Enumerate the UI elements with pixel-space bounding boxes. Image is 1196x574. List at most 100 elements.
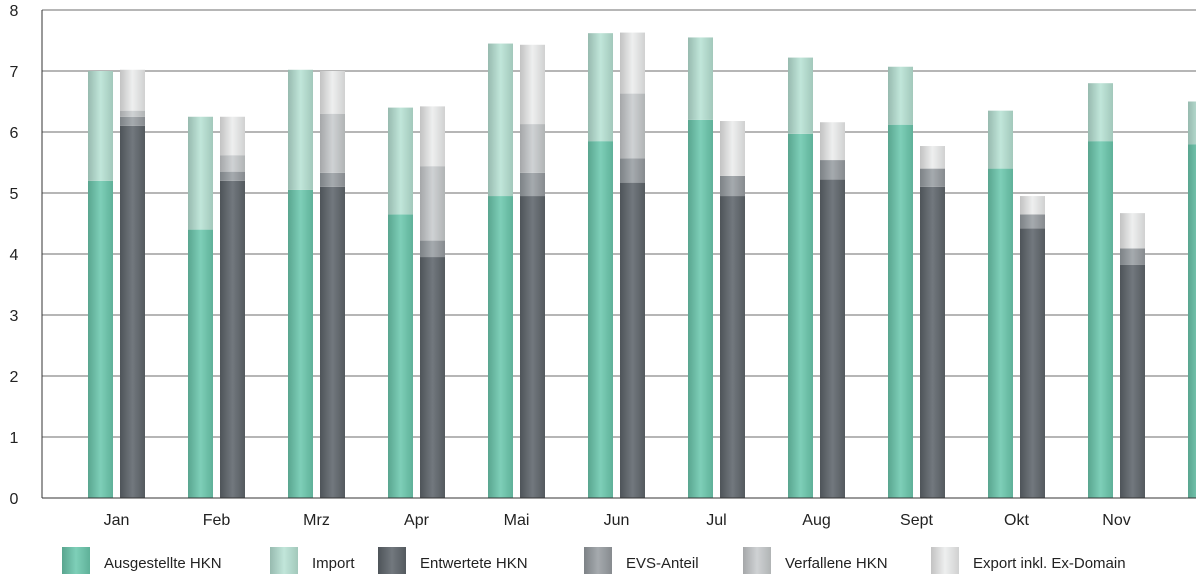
bar-export-inkl-ex-domain-okt [1020, 196, 1045, 215]
bar-entwertete-hkn-jul [720, 196, 745, 499]
y-tick-label: 1 [10, 430, 19, 447]
axes [41, 10, 1196, 499]
bar-verfallene-hkn-jan [120, 110, 145, 117]
bar-entwertete-hkn-aug [820, 179, 845, 498]
y-axis-ticks: 0 1 2 3 4 5 6 7 8 [10, 3, 19, 508]
legend-swatch [584, 547, 612, 574]
bar-export-inkl-ex-domain-jan [120, 69, 145, 111]
bar-entwertete-hkn-mai [520, 196, 545, 499]
bars [88, 32, 1196, 499]
bar-evs-anteil-mrz [320, 172, 345, 187]
bar-ausgestellte-hkn-mrz [288, 189, 313, 498]
legend-item-export-inkl-ex-domain: Export inkl. Ex-Domain [931, 547, 1126, 574]
bar-export-inkl-ex-domain-mrz [320, 71, 345, 114]
legend-swatch [62, 547, 90, 574]
bar-ausgestellte-hkn-jun [588, 141, 613, 498]
bar-entwertete-hkn-sept [920, 186, 945, 498]
x-tick-label-jul: Jul [706, 512, 726, 529]
legend-item-ausgestellte-hkn: Ausgestellte HKN [62, 547, 222, 574]
x-tick-label-feb: Feb [203, 512, 231, 529]
y-tick-label: 6 [10, 125, 19, 142]
legend-label: Ausgestellte HKN [104, 555, 222, 572]
legend-item-evs-anteil: EVS-Anteil [584, 547, 699, 574]
bar-evs-anteil-apr [420, 240, 445, 258]
legend: Ausgestellte HKN Import Entwertete HKN EVS-… [62, 547, 1126, 574]
bar-import-mai [488, 43, 513, 197]
legend-item-verfallene-hkn: Verfallene HKN [743, 547, 888, 574]
bar-verfallene-hkn-feb [220, 155, 245, 172]
bar-ausgestellte-hkn-mai [488, 196, 513, 499]
bar-export-inkl-ex-domain-jul [720, 121, 745, 176]
bar-ausgestellte-hkn-sept [888, 124, 913, 499]
bar-evs-anteil-jan [120, 116, 145, 126]
legend-label: Import [312, 555, 355, 572]
bar-import-dez [1188, 101, 1196, 145]
legend-label: EVS-Anteil [626, 555, 699, 572]
bar-ausgestellte-hkn-okt [988, 168, 1013, 498]
bar-import-feb [188, 116, 213, 230]
bar-ausgestellte-hkn-nov [1088, 141, 1113, 498]
bar-import-aug [788, 57, 813, 134]
x-tick-label-mrz: Mrz [303, 512, 330, 529]
y-tick-label: 5 [10, 186, 19, 203]
bar-evs-anteil-mai [520, 172, 545, 197]
x-tick-label-jun: Jun [604, 512, 630, 529]
y-tick-label: 8 [10, 3, 19, 20]
x-tick-label-nov: Nov [1102, 512, 1130, 529]
bar-ausgestellte-hkn-apr [388, 214, 413, 498]
bar-import-sept [888, 66, 913, 125]
x-tick-label-mai: Mai [504, 512, 530, 529]
bar-verfallene-hkn-jun [620, 93, 645, 159]
bar-import-jun [588, 33, 613, 142]
bar-import-mrz [288, 69, 313, 190]
bar-evs-anteil-feb [220, 171, 245, 181]
x-axis-ticks: JanFebMrzAprMaiJunJulAugSeptOktNovDez [104, 512, 1131, 529]
bar-verfallene-hkn-mai [520, 124, 545, 173]
bar-export-inkl-ex-domain-feb [220, 116, 245, 156]
bar-evs-anteil-jun [620, 158, 645, 183]
y-tick-label: 0 [10, 491, 19, 508]
bar-import-nov [1088, 83, 1113, 142]
x-tick-label-aug: Aug [802, 512, 830, 529]
bar-import-jan [88, 71, 113, 181]
bar-evs-anteil-okt [1020, 214, 1045, 229]
y-tick-label: 7 [10, 64, 19, 81]
y-tick-label: 3 [10, 308, 19, 325]
y-tick-label: 2 [10, 369, 19, 386]
legend-swatch [270, 547, 298, 574]
bar-evs-anteil-sept [920, 168, 945, 187]
bar-entwertete-hkn-okt [1020, 228, 1045, 498]
bar-ausgestellte-hkn-jan [88, 180, 113, 499]
y-tick-label: 4 [10, 247, 19, 264]
legend-label: Entwertete HKN [420, 555, 528, 572]
bar-ausgestellte-hkn-jul [688, 119, 713, 499]
bar-verfallene-hkn-mrz [320, 113, 345, 173]
bar-export-inkl-ex-domain-aug [820, 122, 845, 161]
bar-evs-anteil-jul [720, 175, 745, 197]
bar-entwertete-hkn-mrz [320, 186, 345, 498]
bar-export-inkl-ex-domain-mai [520, 44, 545, 125]
bar-entwertete-hkn-jan [120, 125, 145, 499]
bar-entwertete-hkn-jun [620, 182, 645, 498]
x-tick-label-jan: Jan [104, 512, 130, 529]
bar-verfallene-hkn-apr [420, 166, 445, 241]
bar-ausgestellte-hkn-feb [188, 229, 213, 498]
bar-export-inkl-ex-domain-nov [1120, 213, 1145, 249]
legend-label: Export inkl. Ex-Domain [973, 555, 1126, 572]
x-tick-label-apr: Apr [404, 512, 430, 529]
bar-entwertete-hkn-nov [1120, 264, 1145, 498]
bar-entwertete-hkn-feb [220, 180, 245, 499]
bar-export-inkl-ex-domain-apr [420, 106, 445, 167]
bar-import-okt [988, 110, 1013, 169]
bar-import-jul [688, 37, 713, 120]
bar-entwertete-hkn-apr [420, 257, 445, 498]
bar-evs-anteil-nov [1120, 248, 1145, 265]
bar-export-inkl-ex-domain-sept [920, 146, 945, 169]
legend-label: Verfallene HKN [785, 555, 888, 572]
x-tick-label-okt: Okt [1004, 512, 1029, 529]
bar-ausgestellte-hkn-aug [788, 133, 813, 498]
legend-swatch [743, 547, 771, 574]
bar-import-apr [388, 107, 413, 215]
legend-swatch [378, 547, 406, 574]
